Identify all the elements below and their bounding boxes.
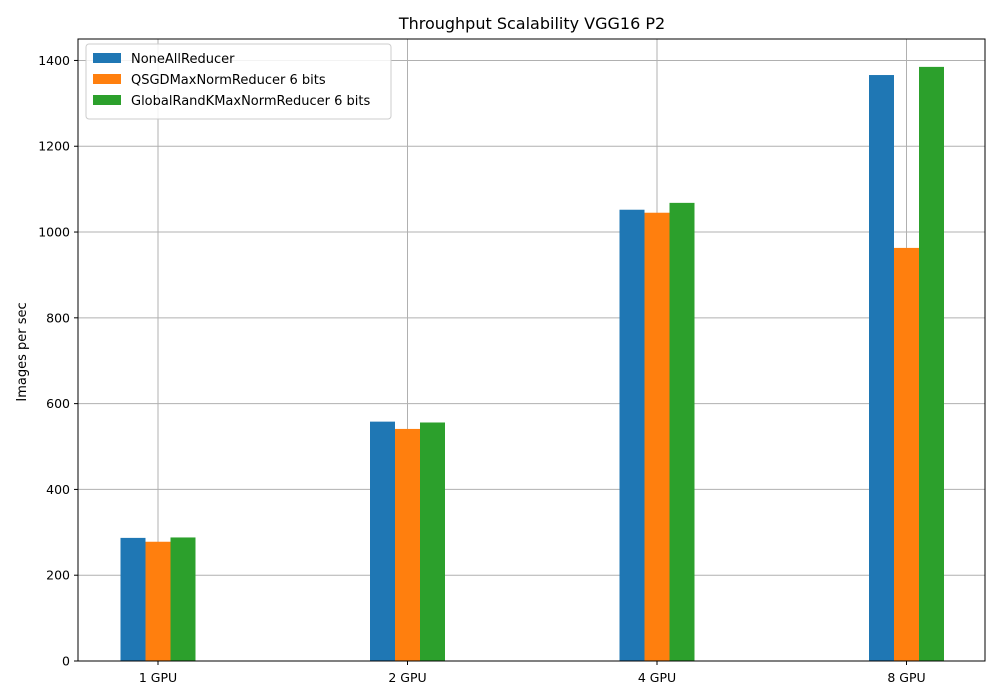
y-tick-label: 800	[46, 310, 70, 325]
legend-swatch	[93, 74, 121, 84]
legend-entry: GlobalRandKMaxNormReducer 6 bits	[131, 94, 370, 109]
bar	[120, 537, 146, 661]
y-tick-label: 600	[46, 396, 70, 411]
bar	[869, 75, 894, 662]
x-tick-label: 2 GPU	[388, 670, 426, 685]
y-axis-ticks: 0 200 400 600 800 1000 1200 1400	[38, 53, 78, 669]
y-tick-label: 400	[46, 482, 70, 497]
legend-swatch	[93, 53, 121, 63]
bar	[170, 537, 196, 661]
bar	[644, 212, 670, 662]
legend-entry: NoneAllReducer	[131, 52, 235, 67]
y-tick-label: 1400	[38, 53, 70, 68]
legend-swatch	[93, 95, 121, 105]
legend-box	[85, 43, 392, 120]
y-tick-label: 200	[46, 568, 70, 583]
bar	[619, 209, 645, 661]
bar	[669, 202, 695, 662]
bar	[420, 422, 445, 661]
bar	[894, 247, 919, 662]
bar	[919, 66, 944, 662]
y-tick-label: 0	[62, 654, 70, 669]
x-tick-label: 1 GPU	[139, 670, 177, 685]
x-tick-label: 8 GPU	[887, 670, 925, 685]
bars	[120, 66, 944, 662]
chart-title: Throughput Scalability VGG16 P2	[398, 14, 665, 33]
bar	[395, 428, 420, 661]
x-tick-label: 4 GPU	[638, 670, 676, 685]
axes	[77, 38, 986, 662]
legend-entry: QSGDMaxNormReducer 6 bits	[131, 73, 326, 88]
legend: NoneAllReducer QSGDMaxNormReducer 6 bits G…	[85, 43, 392, 120]
bar	[145, 541, 171, 661]
plot-frame	[77, 38, 986, 662]
y-tick-label: 1200	[38, 139, 70, 154]
grid-lines	[78, 39, 985, 662]
x-axis-ticks: 1 GPU 2 GPU 4 GPU 8 GPU	[139, 661, 926, 685]
y-axis-label: Images per sec	[15, 302, 30, 401]
y-tick-label: 1000	[38, 225, 70, 240]
bar	[370, 421, 395, 661]
